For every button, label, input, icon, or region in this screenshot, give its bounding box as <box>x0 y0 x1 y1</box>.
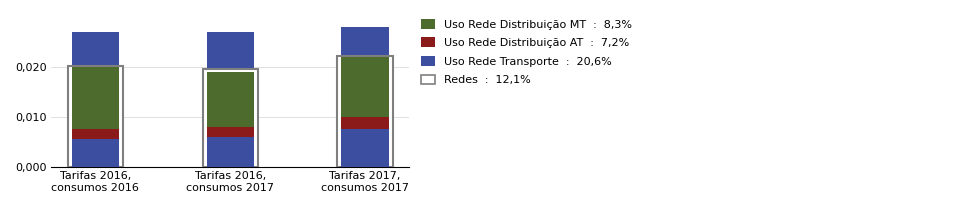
Bar <box>342 117 388 129</box>
Bar <box>207 72 254 127</box>
Bar <box>72 32 119 67</box>
Bar <box>342 27 388 57</box>
Bar <box>72 139 119 167</box>
Bar <box>207 127 254 137</box>
Bar <box>72 129 119 139</box>
Bar <box>207 127 254 137</box>
Bar <box>342 129 388 167</box>
Bar <box>342 117 388 129</box>
Bar <box>342 129 388 167</box>
Bar <box>72 129 119 139</box>
Bar <box>207 137 254 167</box>
Bar <box>342 57 388 117</box>
Bar <box>72 139 119 167</box>
Bar <box>207 137 254 167</box>
Bar <box>207 32 254 72</box>
Bar <box>207 72 254 127</box>
Bar <box>72 67 119 129</box>
Bar <box>67 66 123 167</box>
Bar <box>338 56 392 167</box>
Bar <box>342 57 388 117</box>
Bar <box>203 69 258 167</box>
Legend: Uso Rede Distribuição MT  :  8,3%, Uso Rede Distribuição AT  :  7,2%, Uso Rede T: Uso Rede Distribuição MT : 8,3%, Uso Red… <box>418 16 635 89</box>
Bar <box>72 67 119 129</box>
